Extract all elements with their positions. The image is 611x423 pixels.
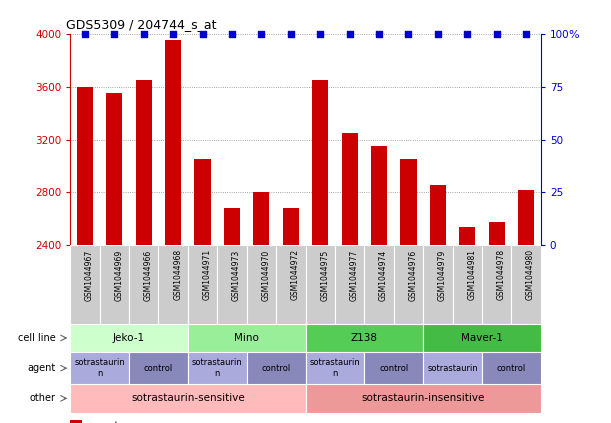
FancyBboxPatch shape	[482, 245, 511, 324]
FancyBboxPatch shape	[423, 324, 541, 352]
Text: sotrastaurin-sensitive: sotrastaurin-sensitive	[131, 393, 245, 404]
Text: control: control	[262, 364, 291, 373]
Bar	[371, 146, 387, 423]
Text: GSM1044981: GSM1044981	[467, 249, 476, 300]
Text: GDS5309 / 204744_s_at: GDS5309 / 204744_s_at	[65, 18, 216, 31]
FancyBboxPatch shape	[188, 324, 306, 352]
FancyBboxPatch shape	[247, 245, 276, 324]
Bar	[70, 420, 82, 423]
Point	[492, 30, 502, 37]
FancyBboxPatch shape	[188, 245, 218, 324]
Text: GSM1044977: GSM1044977	[349, 249, 359, 300]
Point	[403, 30, 413, 37]
Bar	[459, 227, 475, 423]
FancyBboxPatch shape	[453, 245, 482, 324]
Point	[80, 30, 90, 37]
Point	[521, 30, 531, 37]
FancyBboxPatch shape	[218, 245, 247, 324]
FancyBboxPatch shape	[276, 245, 306, 324]
Point	[315, 30, 325, 37]
Text: count: count	[89, 421, 119, 423]
Text: GSM1044976: GSM1044976	[408, 249, 417, 300]
Text: control: control	[497, 364, 526, 373]
FancyBboxPatch shape	[100, 245, 129, 324]
Bar	[77, 87, 93, 423]
FancyBboxPatch shape	[70, 384, 306, 413]
Text: Mino: Mino	[234, 333, 259, 343]
Text: GSM1044975: GSM1044975	[320, 249, 329, 300]
Text: GSM1044970: GSM1044970	[262, 249, 271, 300]
Text: GSM1044972: GSM1044972	[291, 249, 300, 300]
Bar	[106, 93, 122, 423]
Point	[168, 30, 178, 37]
FancyBboxPatch shape	[70, 352, 129, 384]
Point	[109, 30, 119, 37]
Bar	[400, 159, 417, 423]
Text: other: other	[29, 393, 56, 404]
Point	[139, 30, 148, 37]
Point	[433, 30, 443, 37]
Bar	[283, 208, 299, 423]
Bar	[489, 222, 505, 423]
FancyBboxPatch shape	[393, 245, 423, 324]
FancyBboxPatch shape	[188, 352, 247, 384]
FancyBboxPatch shape	[306, 384, 541, 413]
Text: GSM1044968: GSM1044968	[173, 249, 182, 300]
Text: GSM1044967: GSM1044967	[85, 249, 94, 300]
FancyBboxPatch shape	[70, 324, 188, 352]
Text: Z138: Z138	[351, 333, 378, 343]
Point	[227, 30, 237, 37]
FancyBboxPatch shape	[364, 352, 423, 384]
Text: sotrastaurin: sotrastaurin	[427, 364, 478, 373]
Y-axis label: %: %	[568, 30, 579, 40]
Text: GSM1044973: GSM1044973	[232, 249, 241, 300]
Text: Jeko-1: Jeko-1	[113, 333, 145, 343]
FancyBboxPatch shape	[306, 245, 335, 324]
FancyBboxPatch shape	[511, 245, 541, 324]
Bar	[165, 41, 181, 423]
FancyBboxPatch shape	[247, 352, 306, 384]
Text: control: control	[144, 364, 173, 373]
Text: control: control	[379, 364, 408, 373]
FancyBboxPatch shape	[306, 324, 423, 352]
FancyBboxPatch shape	[423, 352, 482, 384]
Bar	[342, 133, 357, 423]
Text: GSM1044979: GSM1044979	[438, 249, 447, 300]
Text: agent: agent	[27, 363, 56, 373]
Text: sotrastaurin
n: sotrastaurin n	[75, 358, 125, 378]
Point	[463, 30, 472, 37]
FancyBboxPatch shape	[364, 245, 393, 324]
Text: cell line: cell line	[18, 333, 56, 343]
Text: sotrastaurin-insensitive: sotrastaurin-insensitive	[362, 393, 485, 404]
Text: Maver-1: Maver-1	[461, 333, 503, 343]
FancyBboxPatch shape	[306, 352, 364, 384]
Bar	[430, 184, 446, 423]
Point	[286, 30, 296, 37]
FancyBboxPatch shape	[129, 352, 188, 384]
Point	[374, 30, 384, 37]
Bar	[224, 208, 240, 423]
Text: sotrastaurin
n: sotrastaurin n	[192, 358, 243, 378]
FancyBboxPatch shape	[70, 245, 100, 324]
FancyBboxPatch shape	[482, 352, 541, 384]
FancyBboxPatch shape	[423, 245, 453, 324]
Bar	[194, 159, 211, 423]
Text: GSM1044969: GSM1044969	[114, 249, 123, 300]
Point	[198, 30, 208, 37]
Text: GSM1044966: GSM1044966	[144, 249, 153, 300]
Text: GSM1044971: GSM1044971	[203, 249, 211, 300]
Bar	[254, 192, 269, 423]
Text: GSM1044974: GSM1044974	[379, 249, 388, 300]
Point	[345, 30, 354, 37]
Text: GSM1044978: GSM1044978	[497, 249, 506, 300]
Text: GSM1044980: GSM1044980	[526, 249, 535, 300]
Bar	[312, 80, 328, 423]
Text: sotrastaurin
n: sotrastaurin n	[310, 358, 360, 378]
Point	[257, 30, 266, 37]
FancyBboxPatch shape	[158, 245, 188, 324]
FancyBboxPatch shape	[129, 245, 158, 324]
FancyBboxPatch shape	[335, 245, 364, 324]
Bar	[136, 80, 152, 423]
Bar	[518, 190, 534, 423]
